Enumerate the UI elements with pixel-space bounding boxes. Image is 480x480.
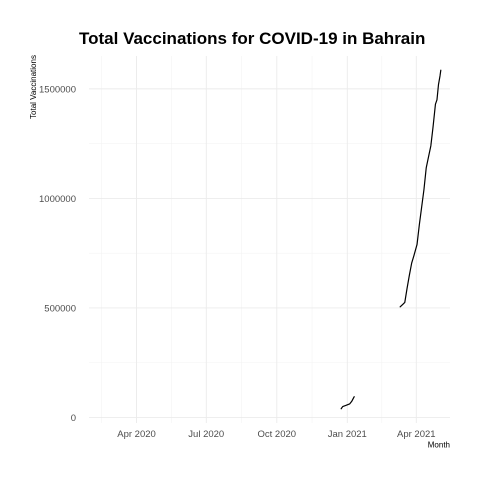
y-axis-ticks: 0 500000 1000000 1500000 (39, 84, 76, 424)
x-axis-ticks: Apr 2020 Jul 2020 Oct 2020 Jan 2021 Apr 2021 (117, 429, 435, 440)
grid (89, 56, 450, 423)
series-line-segment (340, 396, 355, 410)
x-tick-label: Apr 2021 (397, 429, 436, 440)
y-tick-label: 500000 (44, 303, 76, 314)
x-tick-label: Apr 2020 (117, 429, 156, 440)
x-tick-label: Jan 2021 (328, 429, 367, 440)
y-tick-label: 0 (71, 413, 76, 424)
x-tick-label: Jul 2020 (188, 429, 224, 440)
y-tick-label: 1000000 (39, 194, 76, 205)
chart-title: Total Vaccinations for COVID-19 in Bahra… (79, 29, 425, 48)
x-tick-label: Oct 2020 (258, 429, 297, 440)
x-axis-title: Month (428, 441, 450, 450)
series-line-segment (399, 69, 442, 308)
series-group (340, 69, 442, 410)
y-tick-label: 1500000 (39, 84, 76, 95)
y-axis-title: Total Vaccinations (29, 55, 38, 119)
